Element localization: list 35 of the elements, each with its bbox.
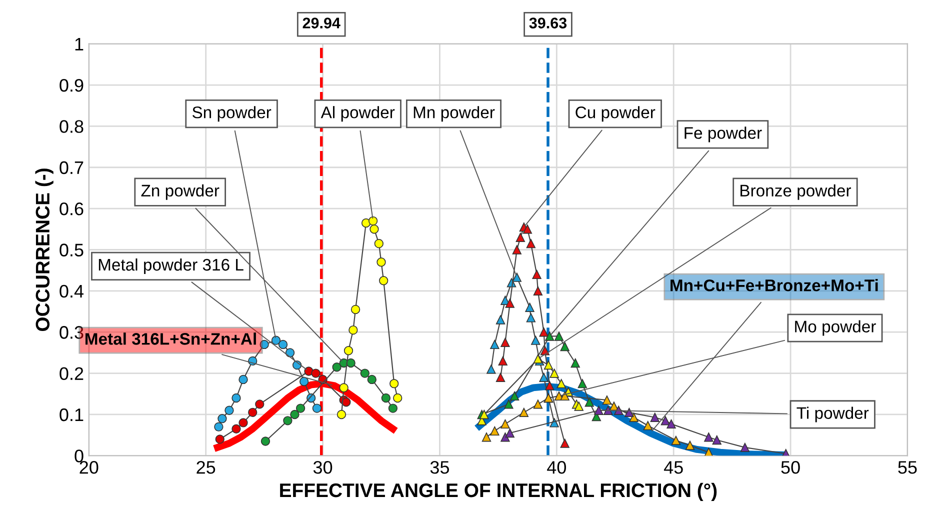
x-tick-label: 25 bbox=[196, 461, 216, 474]
series-label: Ti powder bbox=[796, 406, 869, 422]
text: Metal 316L+Sn+Zn+Al bbox=[86, 332, 256, 345]
y-tick-label: 0.7 bbox=[60, 161, 84, 174]
text: Al powder bbox=[320, 106, 395, 122]
y-tick-label: 0.1 bbox=[60, 408, 84, 422]
x-axis-title: EFFECTIVE ANGLE OF INTERNAL FRICTION (°) bbox=[280, 482, 717, 502]
y-tick-label: 0.6 bbox=[60, 202, 84, 216]
y-axis-title: OCCURRENCE (-) bbox=[35, 168, 54, 332]
y-tick-label: 0.5 bbox=[60, 244, 84, 256]
text: Metal powder 316 L bbox=[98, 258, 244, 274]
y-tick-label: 0.2 bbox=[60, 367, 84, 380]
ref-line-label: 29.94 bbox=[302, 18, 340, 28]
y-tick-label: 1 bbox=[75, 38, 84, 50]
text: Mn+Cu+Fe+Bronze+Mo+Ti bbox=[670, 279, 878, 292]
y-tick-label: 0.3 bbox=[60, 326, 84, 339]
x-tick-label: 20 bbox=[80, 461, 98, 474]
x-tick-label: 35 bbox=[430, 461, 450, 474]
text: Cu powder bbox=[576, 106, 656, 122]
text: Zn powder bbox=[141, 184, 220, 200]
y-tick-label: 0.8 bbox=[60, 120, 84, 133]
text: Fe powder bbox=[684, 126, 762, 142]
text: Bronze powder bbox=[740, 184, 851, 200]
ref-line-label: 39.63 bbox=[529, 18, 567, 28]
text: Mo powder bbox=[795, 320, 876, 336]
text: Mn powder bbox=[414, 106, 495, 122]
x-tick-label: 50 bbox=[781, 461, 800, 474]
x-tick-label: 55 bbox=[898, 461, 917, 474]
text: Sn powder bbox=[192, 106, 272, 122]
x-tick-label: 30 bbox=[313, 461, 332, 474]
y-tick-label: 0.9 bbox=[60, 78, 84, 92]
y-tick-label: 0.4 bbox=[60, 284, 84, 298]
x-tick-label: 40 bbox=[547, 461, 566, 474]
x-tick-label: 45 bbox=[664, 461, 683, 474]
y-tick-label: 0 bbox=[74, 450, 84, 462]
